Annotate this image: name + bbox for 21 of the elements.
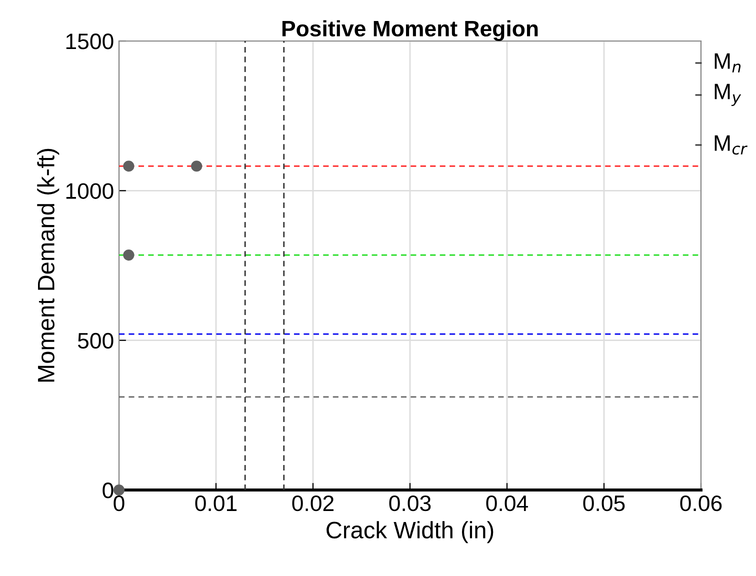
text: M$_{n}$ [714,53,741,72]
x-tick-label: 0.05 [583,495,625,512]
x-tick-label: 0.01 [195,495,237,512]
y-tick-label: 0 [102,482,114,498]
point [123,249,134,261]
x-tick-label: 0.02 [292,495,334,512]
point [113,484,125,496]
chart-title: Positive Moment Region [282,20,538,41]
y-tick-label: 1000 [66,183,114,199]
x-tick-label: 0.06 [680,495,722,512]
y-tick-label: 500 [78,332,114,349]
text: M$_{y}$ [714,84,742,106]
point [123,160,134,172]
y-axis-title: Moment Demand (k-ft) [37,148,60,382]
y-tick-label: 1500 [66,34,114,50]
x-axis-title: Crack Width (in) [326,521,494,544]
x-tick-label: 0.04 [486,495,528,512]
x-tick-label: 0 [114,495,124,512]
x-tick-label: 0.03 [389,495,431,512]
text: M$_{cr}$ [714,135,748,155]
point [191,160,202,172]
